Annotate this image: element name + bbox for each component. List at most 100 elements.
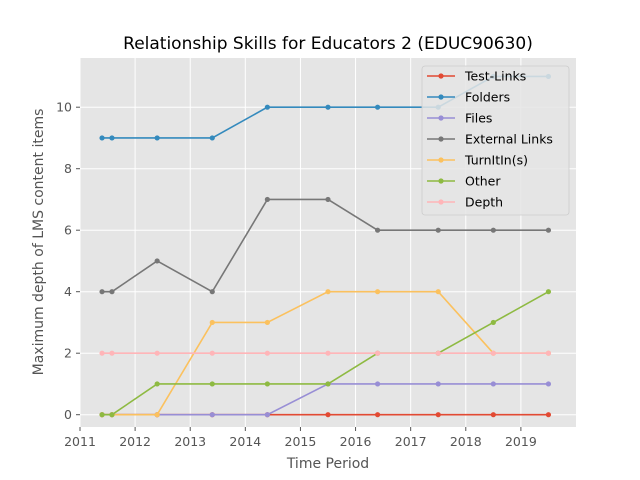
x-tick-label: 2011: [64, 434, 96, 449]
data-point-external-links: [154, 258, 160, 264]
legend-marker: [438, 199, 444, 205]
legend-marker: [438, 94, 444, 100]
series-external-links: [99, 196, 552, 295]
data-point-external-links: [375, 227, 381, 233]
legend-item-files: Files: [427, 111, 492, 126]
data-point-folders: [99, 135, 105, 141]
legend-item-other: Other: [427, 174, 501, 189]
data-point-turnitin-s: [154, 412, 160, 418]
data-point-depth: [109, 350, 115, 356]
legend-label: Depth: [465, 195, 503, 210]
data-point-turnitin-s: [435, 289, 441, 295]
y-tick-label: 8: [64, 161, 72, 176]
data-point-turnitin-s: [264, 319, 270, 326]
legend: Test-Links Folders Files External Links Turn…: [421, 65, 570, 216]
data-point-files: [375, 381, 381, 387]
legend-label: Files: [465, 111, 492, 126]
data-point-folders: [154, 135, 160, 141]
y-tick-label: 10: [56, 100, 72, 115]
data-point-external-links: [209, 289, 215, 295]
data-point-files: [209, 412, 215, 418]
data-point-external-links: [109, 289, 115, 295]
data-point-test-links: [375, 412, 381, 418]
data-point-folders: [209, 135, 215, 141]
data-point-other: [99, 412, 105, 418]
y-tick-label: 4: [64, 284, 72, 299]
series-depth: [99, 350, 552, 356]
data-point-depth: [490, 350, 496, 356]
x-tick-label: 2014: [229, 434, 261, 449]
series-line-external-links: [102, 198, 549, 293]
data-point-test-links: [490, 412, 496, 418]
data-point-other: [264, 381, 270, 387]
data-point-turnitin-s: [209, 319, 215, 326]
data-point-external-links: [545, 227, 552, 233]
y-axis-label: Maximum depth of LMS content items: [31, 109, 47, 376]
data-point-external-links: [264, 196, 270, 203]
data-point-external-links: [99, 289, 105, 295]
x-tick-label: 2019: [505, 434, 537, 449]
data-point-test-links: [435, 412, 441, 418]
x-tick-label: 2017: [395, 434, 427, 449]
data-point-other: [490, 319, 496, 326]
legend-marker: [438, 178, 444, 184]
data-point-turnitin-s: [375, 289, 381, 295]
data-point-depth: [545, 350, 552, 356]
legend-label: Test-Links: [464, 69, 526, 84]
legend-item-folders: Folders: [427, 90, 510, 105]
data-point-other: [209, 381, 215, 387]
data-point-test-links: [325, 412, 331, 418]
legend-label: External Links: [465, 132, 553, 147]
legend-marker: [438, 136, 444, 142]
legend-marker: [438, 157, 444, 163]
data-point-other: [545, 289, 552, 295]
y-tick-label: 6: [64, 223, 72, 238]
legend-marker: [438, 73, 444, 79]
data-point-folders: [375, 104, 381, 110]
y-tick-label: 2: [64, 346, 72, 361]
legend-item-turnitin-s: TurnItIn(s): [427, 153, 528, 168]
chart-title: Relationship Skills for Educators 2 (EDU…: [123, 34, 533, 54]
data-point-depth: [99, 350, 105, 356]
x-tick-label: 2012: [119, 434, 151, 449]
data-point-external-links: [435, 227, 441, 233]
legend-box: [421, 65, 570, 216]
data-point-other: [154, 381, 160, 387]
axis-ticks: 2011 2012 2013 2014 2015 2016 2017 2018 2019 0 2 4 6…: [56, 100, 537, 449]
data-point-other: [325, 381, 331, 387]
x-tick-label: 2016: [340, 434, 372, 449]
data-point-external-links: [325, 196, 331, 203]
data-point-depth: [154, 350, 160, 356]
data-point-depth: [435, 350, 441, 356]
data-point-files: [264, 412, 270, 418]
x-tick-label: 2015: [285, 434, 317, 449]
data-point-files: [435, 381, 441, 387]
data-point-files: [490, 381, 496, 387]
data-point-depth: [209, 350, 215, 356]
data-point-test-links: [545, 412, 552, 418]
legend-item-external-links: External Links: [427, 132, 553, 147]
data-point-other: [109, 412, 115, 418]
y-tick-label: 0: [64, 407, 72, 422]
data-point-folders: [325, 104, 331, 110]
x-axis-label: Time Period: [286, 456, 369, 472]
legend-label: Other: [465, 174, 501, 189]
legend-marker: [438, 115, 444, 121]
data-point-external-links: [490, 227, 496, 233]
legend-item-test-links: Test-Links: [427, 69, 526, 84]
legend-label: Folders: [465, 90, 510, 105]
x-tick-label: 2018: [450, 434, 482, 449]
series-line-other: [102, 291, 549, 416]
data-point-depth: [375, 350, 381, 356]
legend-item-depth: Depth: [427, 195, 503, 210]
data-point-folders: [109, 135, 115, 141]
data-point-depth: [264, 350, 270, 356]
data-point-files: [545, 381, 552, 387]
x-tick-label: 2013: [174, 434, 206, 449]
legend-label: TurnItIn(s): [464, 153, 528, 168]
data-point-folders: [264, 104, 270, 110]
data-point-depth: [325, 350, 331, 356]
data-point-turnitin-s: [325, 289, 331, 295]
series-line-turnitin-s: [102, 290, 549, 416]
